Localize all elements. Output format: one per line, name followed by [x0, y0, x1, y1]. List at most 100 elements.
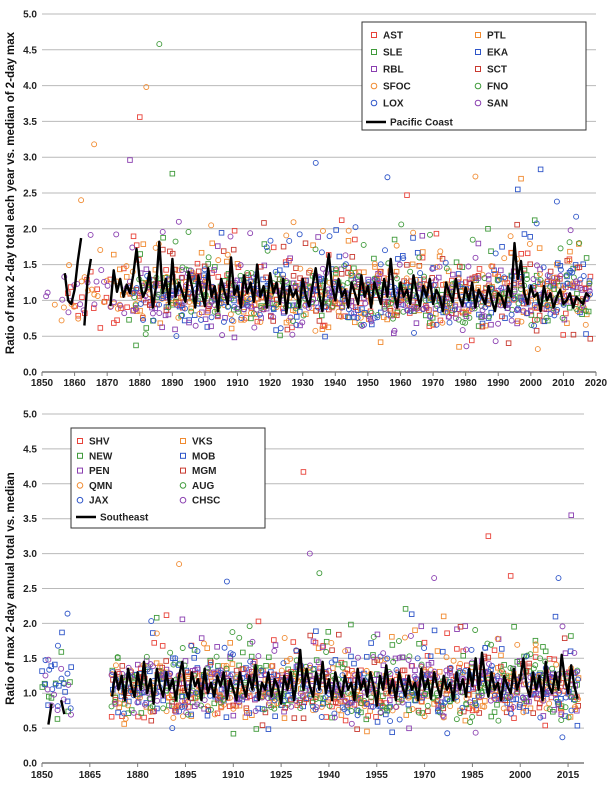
point-ast: [130, 233, 137, 240]
point-aug: [422, 690, 428, 697]
point-ptl: [310, 242, 316, 248]
point-sfoc: [312, 327, 319, 334]
point-shv: [421, 639, 428, 646]
point-shv: [185, 704, 192, 710]
point-ast: [163, 267, 169, 273]
point-pen: [412, 667, 418, 674]
point-mgm: [262, 709, 269, 716]
point-pen: [281, 708, 287, 715]
point-san: [534, 262, 540, 269]
point-new: [542, 648, 549, 655]
y-tick-label: 4.5: [23, 45, 37, 56]
point-fno: [576, 240, 583, 247]
point-jax: [188, 642, 195, 649]
point-sle: [133, 342, 139, 349]
point-san: [520, 307, 527, 314]
point-ast: [426, 323, 433, 329]
point-fno: [416, 254, 423, 261]
point-san: [432, 277, 439, 284]
point-sfoc: [338, 313, 345, 320]
point-new: [236, 662, 242, 669]
point-mob: [440, 648, 446, 655]
point-lox: [442, 259, 449, 266]
point-sfoc: [307, 267, 314, 274]
point-eka: [359, 306, 365, 312]
point-pen: [230, 712, 237, 719]
point-new: [416, 640, 422, 647]
point-aug: [361, 697, 367, 704]
point-fno: [459, 319, 466, 326]
point-eka: [586, 278, 593, 284]
southeast-line: [47, 648, 579, 725]
point-qmn: [287, 655, 294, 662]
point-lox: [382, 247, 388, 254]
point-chsc: [288, 703, 295, 710]
point-sle: [231, 306, 237, 313]
point-sfoc: [285, 317, 292, 324]
point-fno: [543, 315, 550, 321]
point-shv: [424, 653, 431, 659]
point-fno: [244, 269, 251, 276]
y-tick-label: 5.0: [23, 10, 37, 21]
point-eka: [580, 261, 586, 267]
x-tick-label: 1895: [174, 770, 197, 781]
legend-label-pen: PEN: [89, 466, 110, 477]
point-chsc: [342, 697, 349, 704]
mean-line-segment: [63, 237, 83, 306]
point-vks: [153, 660, 160, 666]
point-san: [245, 302, 252, 309]
point-san: [270, 314, 277, 321]
pacific-line: [63, 237, 591, 326]
legend-marker-sct: [475, 66, 481, 72]
point-pen: [252, 696, 258, 703]
point-lox: [156, 301, 162, 308]
point-jax: [230, 651, 236, 658]
y-tick-label: 0.5: [23, 332, 37, 343]
point-chsc: [265, 695, 272, 702]
x-tick-label: 1870: [96, 378, 119, 389]
point-lox: [508, 311, 515, 318]
point-rbl: [450, 271, 456, 278]
mean-line-segment: [47, 703, 53, 725]
point-pen: [272, 642, 279, 648]
point-shv: [116, 671, 123, 677]
point-mgm: [296, 700, 303, 706]
point-sct: [404, 262, 410, 268]
x-tick-label: 2000: [509, 770, 532, 781]
point-rbl: [554, 276, 560, 282]
point-ptl: [209, 240, 215, 247]
point-san: [429, 265, 436, 272]
point-sle: [585, 308, 592, 315]
point-sct: [302, 240, 309, 247]
point-ast: [270, 244, 277, 251]
point-chsc: [405, 656, 412, 663]
point-sfoc: [439, 319, 446, 326]
point-jax: [344, 709, 351, 716]
point-chsc: [559, 623, 566, 630]
point-eka: [430, 265, 436, 271]
point-ast: [532, 317, 538, 323]
point-chsc: [325, 667, 332, 674]
point-mob: [126, 698, 132, 705]
point-eka: [395, 256, 401, 262]
point-lox: [270, 305, 277, 312]
point-ast: [367, 308, 374, 315]
point-mgm: [148, 717, 155, 724]
point-aug: [312, 696, 319, 702]
point-mob: [223, 714, 230, 720]
x-tick-label: 1925: [270, 770, 293, 781]
point-rbl: [202, 316, 209, 322]
point-ptl: [175, 267, 182, 274]
point-mob: [183, 667, 190, 674]
point-eka: [322, 333, 328, 340]
point-qmn: [532, 641, 539, 648]
point-eka: [204, 324, 211, 330]
point-aug: [179, 645, 186, 651]
legend-label-mgm: MGM: [192, 466, 216, 477]
x-tick-label: 1955: [366, 770, 389, 781]
point-sfoc: [244, 296, 251, 303]
pacific-axes: 0.0 0.5 1.0 1.5 2.0 2.5 3.0 3.5 4.0 4.5 5.0 1850 186…: [5, 10, 608, 390]
point-rbl: [485, 276, 492, 282]
point-vks: [412, 627, 418, 634]
point-sfoc: [360, 310, 367, 317]
